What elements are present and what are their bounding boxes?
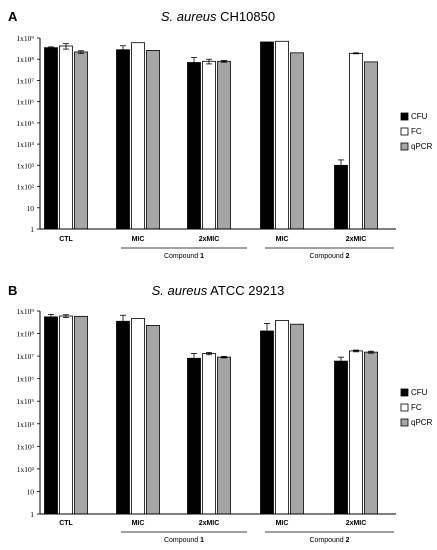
group-label-text: Compound xyxy=(309,537,345,544)
bar-fc xyxy=(59,315,73,515)
y-tick-label: 1 xyxy=(30,225,34,234)
x-tick-label: CTL xyxy=(59,236,73,243)
bar-qpcr xyxy=(74,51,88,230)
bar-cfu xyxy=(116,320,130,515)
x-tick-label: MIC xyxy=(276,520,289,527)
bar-qpcr xyxy=(364,351,378,515)
legend-label-cfu: CFU xyxy=(411,388,428,397)
bar-fc xyxy=(202,60,216,230)
x-tick-label: 2xMIC xyxy=(346,236,367,243)
bar-qpcr xyxy=(146,324,160,515)
bar-fc xyxy=(275,320,289,515)
bar-fc xyxy=(275,40,289,230)
y-tick-label: 1x10⁴ xyxy=(16,420,34,429)
group-label-text: Compound xyxy=(309,253,345,260)
bar-qpcr xyxy=(217,356,231,515)
x-tick-label: 2xMIC xyxy=(346,520,367,527)
y-tick-label: 1x10⁸ xyxy=(16,55,34,64)
legend-swatch-fc xyxy=(400,127,409,136)
title-strain: ATCC 29213 xyxy=(207,283,284,298)
panel-letter-a: A xyxy=(8,9,18,24)
bar-fc xyxy=(131,317,145,515)
x-tick-label: MIC xyxy=(132,236,145,243)
x-tick-label: CTL xyxy=(59,520,73,527)
group-label: Compound 2 xyxy=(309,253,349,260)
group-label: Compound 1 xyxy=(164,537,204,544)
y-tick-label: 1x10⁵ xyxy=(16,119,34,128)
legend-swatch-qpcr xyxy=(400,418,409,427)
bar-cfu xyxy=(44,316,58,515)
y-tick-label: 1x10⁸ xyxy=(16,330,34,339)
bar-cfu xyxy=(116,49,130,230)
y-tick-label: 1x10³ xyxy=(17,442,35,451)
bar-qpcr xyxy=(364,61,378,230)
y-tick-label: 1x10³ xyxy=(17,161,35,170)
y-tick-label: 1x10⁶ xyxy=(16,375,34,384)
x-tick-label: 2xMIC xyxy=(199,520,220,527)
legend-swatch-qpcr xyxy=(400,142,409,151)
y-tick-label: 1 xyxy=(30,510,34,519)
title-species: S. aureus xyxy=(161,9,217,24)
panel-letter-b: B xyxy=(8,283,17,298)
group-label-text: Compound xyxy=(164,253,200,260)
group-label-number: 1 xyxy=(200,253,204,260)
legend-label-qpcr: qPCR xyxy=(411,418,433,427)
title-strain: CH10850 xyxy=(217,9,276,24)
legend-swatch-fc xyxy=(400,403,409,412)
y-tick-label: 1x10⁹ xyxy=(16,34,34,43)
y-tick-label: 1x10⁷ xyxy=(16,352,34,361)
y-tick-label: 10 xyxy=(27,204,35,213)
x-tick-label: 2xMIC xyxy=(199,236,220,243)
chart-title-b: S. aureus ATCC 29213 xyxy=(152,283,285,298)
group-label-number: 2 xyxy=(346,537,350,544)
bar-fc xyxy=(349,52,363,230)
chart-title-a: S. aureus CH10850 xyxy=(161,9,275,24)
bar-cfu xyxy=(44,47,58,230)
y-tick-label: 1x10² xyxy=(17,465,35,474)
y-tick-label: 1x10² xyxy=(17,183,35,192)
bar-qpcr xyxy=(290,323,304,515)
group-label-number: 2 xyxy=(346,253,350,260)
title-species: S. aureus xyxy=(152,283,208,298)
x-tick-label: MIC xyxy=(132,520,145,527)
y-tick-label: 1x10⁴ xyxy=(16,140,34,149)
bar-qpcr xyxy=(74,315,88,515)
y-tick-label: 1x10⁶ xyxy=(16,98,34,107)
y-tick-label: 1x10⁷ xyxy=(16,76,34,85)
bar-qpcr xyxy=(146,50,160,230)
group-label-text: Compound xyxy=(164,537,200,544)
legend-label-fc: FC xyxy=(411,127,422,136)
bar-cfu xyxy=(187,357,201,515)
legend-label-cfu: CFU xyxy=(411,112,428,121)
group-label: Compound 1 xyxy=(164,253,204,260)
legend-label-qpcr: qPCR xyxy=(411,142,433,151)
legend-label-fc: FC xyxy=(411,403,422,412)
bar-cfu xyxy=(260,41,274,230)
y-tick-label: 1x10⁹ xyxy=(16,307,34,316)
bar-cfu xyxy=(334,360,348,515)
bar-fc xyxy=(131,42,145,230)
bar-cfu xyxy=(187,62,201,230)
bar-qpcr xyxy=(290,52,304,230)
y-tick-label: 1x10⁵ xyxy=(16,397,34,406)
bar-fc xyxy=(202,353,216,515)
bar-qpcr xyxy=(217,60,231,230)
bar-fc xyxy=(59,45,73,230)
legend-swatch-cfu xyxy=(400,112,409,121)
y-tick-label: 10 xyxy=(27,487,35,496)
group-label-number: 1 xyxy=(200,537,204,544)
legend-swatch-cfu xyxy=(400,388,409,397)
group-label: Compound 2 xyxy=(309,537,349,544)
x-tick-label: MIC xyxy=(276,236,289,243)
bar-fc xyxy=(349,350,363,515)
